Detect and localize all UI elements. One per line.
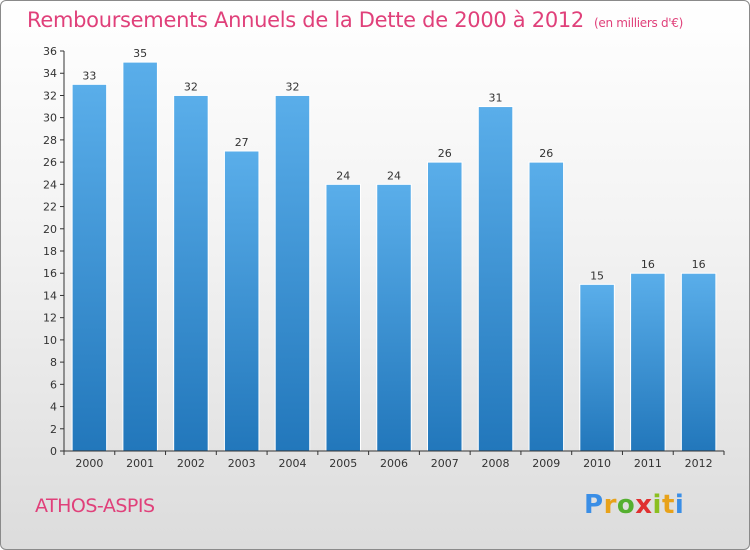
bar	[630, 272, 666, 452]
y-tick-label: 34	[43, 67, 57, 80]
logo-letter: t	[661, 490, 675, 520]
bar	[122, 61, 158, 452]
x-tick-label: 2003	[228, 457, 256, 470]
proxiti-logo: Proxiti	[584, 490, 684, 520]
x-tick-label: 2004	[278, 457, 306, 470]
y-tick-label: 8	[50, 356, 57, 369]
y-tick-label: 14	[43, 289, 57, 302]
bar	[71, 83, 108, 452]
y-tick-label: 24	[43, 178, 57, 191]
logo-letter: x	[635, 490, 653, 520]
data-label: 32	[184, 80, 198, 93]
bar	[173, 94, 209, 452]
x-tick-label: 2001	[126, 457, 154, 470]
commune-name: ATHOS-ASPIS	[35, 495, 155, 517]
x-tick-label: 2008	[482, 457, 510, 470]
x-tick-label: 2007	[431, 457, 459, 470]
y-tick-label: 10	[43, 334, 57, 347]
x-tick-label: 2002	[177, 457, 205, 470]
x-tick-label: 2005	[329, 457, 357, 470]
bar	[477, 106, 514, 452]
y-tick-label: 0	[50, 445, 57, 458]
y-tick-label: 32	[43, 89, 57, 102]
bar	[528, 161, 565, 452]
x-tick-label: 2011	[634, 457, 662, 470]
data-label: 32	[285, 80, 299, 93]
bar	[325, 183, 361, 452]
y-tick-label: 30	[43, 112, 57, 125]
data-label: 33	[82, 69, 96, 82]
chart-title-text: Remboursements Annuels de la Dette de 20…	[27, 8, 584, 32]
y-tick-label: 4	[50, 401, 57, 414]
data-label: 26	[539, 147, 553, 160]
logo-letter: P	[584, 490, 604, 520]
y-tick-label: 2	[50, 423, 57, 436]
data-label: 35	[133, 47, 147, 60]
data-label: 15	[590, 269, 604, 282]
data-label: 26	[438, 147, 452, 160]
y-tick-label: 20	[43, 223, 57, 236]
logo-letter: i	[652, 490, 662, 520]
data-label: 24	[387, 169, 401, 182]
x-tick-label: 2006	[380, 457, 408, 470]
x-tick-label: 2010	[583, 457, 611, 470]
y-tick-label: 26	[43, 156, 57, 169]
x-tick-label: 2009	[532, 457, 560, 470]
x-tick-label: 2000	[75, 457, 103, 470]
bar	[274, 94, 311, 452]
data-label: 24	[336, 169, 350, 182]
bar	[427, 161, 463, 452]
y-tick-label: 22	[43, 201, 57, 214]
data-label: 27	[235, 136, 249, 149]
bar	[680, 272, 717, 452]
chart-title: Remboursements Annuels de la Dette de 20…	[27, 8, 683, 32]
logo-letter: o	[616, 490, 636, 520]
x-tick-label: 2012	[685, 457, 713, 470]
y-tick-label: 16	[43, 267, 57, 280]
y-tick-label: 6	[50, 378, 57, 391]
bars-layer: 33 35 32 27 32 24 24 26 31 26 15 16 16	[71, 47, 717, 452]
y-tick-label: 12	[43, 312, 57, 325]
bar	[223, 150, 260, 452]
data-label: 16	[641, 258, 655, 271]
data-label: 31	[489, 92, 503, 105]
chart-subtitle: (en milliers d'€)	[594, 16, 684, 30]
y-tick-label: 36	[43, 45, 57, 58]
y-tick-label: 18	[43, 245, 57, 258]
logo-letter: i	[674, 490, 685, 520]
logo-letter: r	[603, 490, 617, 520]
bar	[579, 283, 615, 452]
y-tick-label: 28	[43, 134, 57, 147]
data-label: 16	[692, 258, 706, 271]
bar	[376, 183, 412, 452]
